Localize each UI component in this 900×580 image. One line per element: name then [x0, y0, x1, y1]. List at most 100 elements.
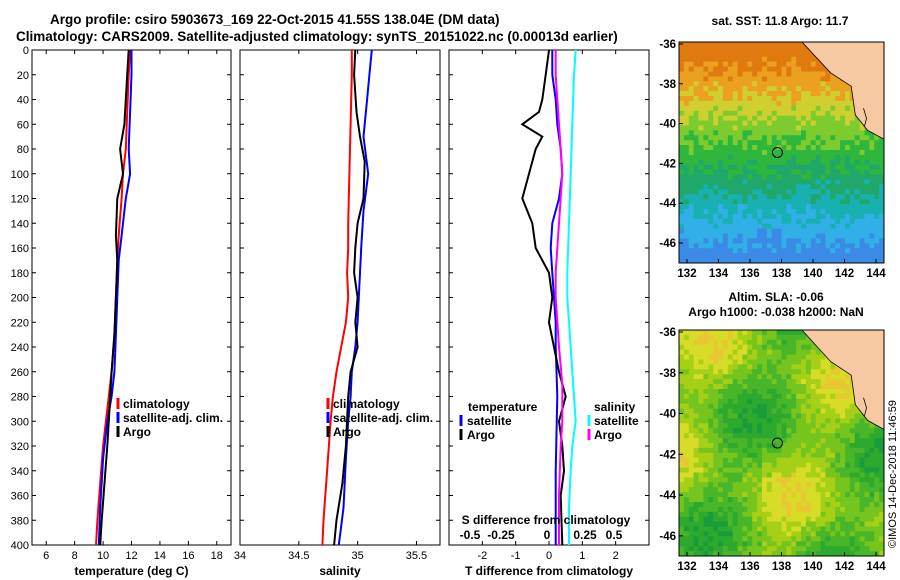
x-tick-label: 34 — [234, 550, 246, 562]
map-cell — [679, 384, 685, 390]
map-cell — [766, 120, 773, 127]
map-cell — [747, 413, 753, 419]
map-cell — [781, 238, 787, 244]
map-cell — [688, 56, 695, 63]
map-cell — [742, 145, 748, 151]
map-cell — [722, 223, 729, 230]
map-cell — [805, 91, 812, 97]
map-cell — [747, 76, 753, 82]
map-cell — [732, 457, 739, 464]
map-cell — [786, 438, 792, 444]
map-cell — [693, 472, 700, 478]
map-cell — [825, 384, 831, 390]
map-cell — [683, 223, 690, 230]
map-cell — [854, 209, 861, 215]
map-cell — [688, 238, 695, 244]
map-cell — [747, 96, 753, 102]
map-cell — [713, 393, 719, 400]
map-cell — [801, 233, 807, 239]
map-cell — [825, 86, 831, 92]
map-cell — [801, 218, 807, 225]
map-cell — [801, 81, 807, 87]
map-cell — [815, 467, 822, 474]
map-cell — [732, 551, 739, 556]
map-cell — [713, 526, 719, 532]
map-cell — [801, 472, 807, 478]
map-cell — [737, 334, 744, 341]
map-cell — [864, 452, 870, 459]
map-cell — [815, 374, 822, 380]
map-cell — [771, 66, 778, 73]
map-cell — [771, 506, 778, 513]
map-cell — [805, 179, 812, 185]
map-cell — [771, 398, 778, 405]
map-cell — [845, 140, 851, 146]
map-cell — [703, 228, 709, 235]
map-cell — [801, 86, 807, 92]
map-cell — [796, 164, 802, 171]
map-cell — [708, 334, 714, 341]
map-cell — [722, 253, 729, 259]
map-cell — [693, 71, 700, 77]
map-cell — [718, 199, 724, 205]
map-cell — [683, 159, 690, 166]
map-cell — [849, 110, 856, 117]
map-cell — [752, 125, 758, 131]
map-cell — [805, 359, 812, 365]
map-cell — [840, 159, 846, 166]
map-cell — [786, 223, 792, 230]
map-cell — [703, 438, 709, 444]
map-cell — [840, 551, 846, 556]
map-cell — [683, 502, 690, 508]
map-cell — [713, 443, 719, 449]
map-cell — [874, 551, 880, 556]
map-cell — [820, 194, 826, 200]
map-cell — [830, 135, 836, 141]
map-cell — [762, 403, 768, 410]
map-cell — [815, 452, 822, 459]
map-cell — [854, 477, 861, 483]
series-line — [333, 49, 366, 546]
map-cell — [796, 393, 802, 400]
map-cell — [713, 159, 719, 166]
map-cell — [698, 145, 704, 151]
map-cell — [752, 56, 758, 63]
map-cell — [742, 359, 748, 365]
map-cell — [796, 159, 802, 166]
map-cell — [776, 56, 783, 63]
map-cell — [820, 374, 826, 380]
map-cell — [693, 179, 700, 185]
map-cell — [859, 452, 866, 459]
map-cell — [722, 487, 729, 493]
map-cell — [825, 218, 831, 225]
map-cell — [776, 526, 783, 532]
map-cell — [727, 174, 734, 181]
map-cell — [742, 96, 748, 102]
map-cell — [810, 467, 817, 474]
map-cell — [703, 477, 709, 483]
map-cell — [781, 218, 787, 225]
map-cell — [849, 243, 856, 249]
map-cell — [683, 334, 690, 341]
map-cell — [732, 184, 739, 190]
map-cell — [737, 492, 744, 498]
map-cell — [737, 248, 744, 254]
map-cell — [869, 423, 875, 429]
map-cell — [820, 110, 826, 117]
map-cell — [757, 194, 763, 200]
map-cell — [722, 398, 729, 405]
map-cell — [737, 536, 744, 542]
map-cell — [722, 497, 729, 503]
map-cell — [771, 403, 778, 410]
map-cell — [771, 546, 778, 552]
map-cell — [708, 369, 714, 375]
map-cell — [786, 253, 792, 259]
map-cell — [825, 258, 831, 263]
map-cell — [698, 150, 704, 156]
map-cell — [820, 369, 826, 375]
map-cell — [703, 384, 709, 390]
map-cell — [732, 150, 739, 156]
map-cell — [737, 482, 744, 488]
map-cell — [683, 140, 690, 146]
map-cell — [786, 140, 792, 146]
